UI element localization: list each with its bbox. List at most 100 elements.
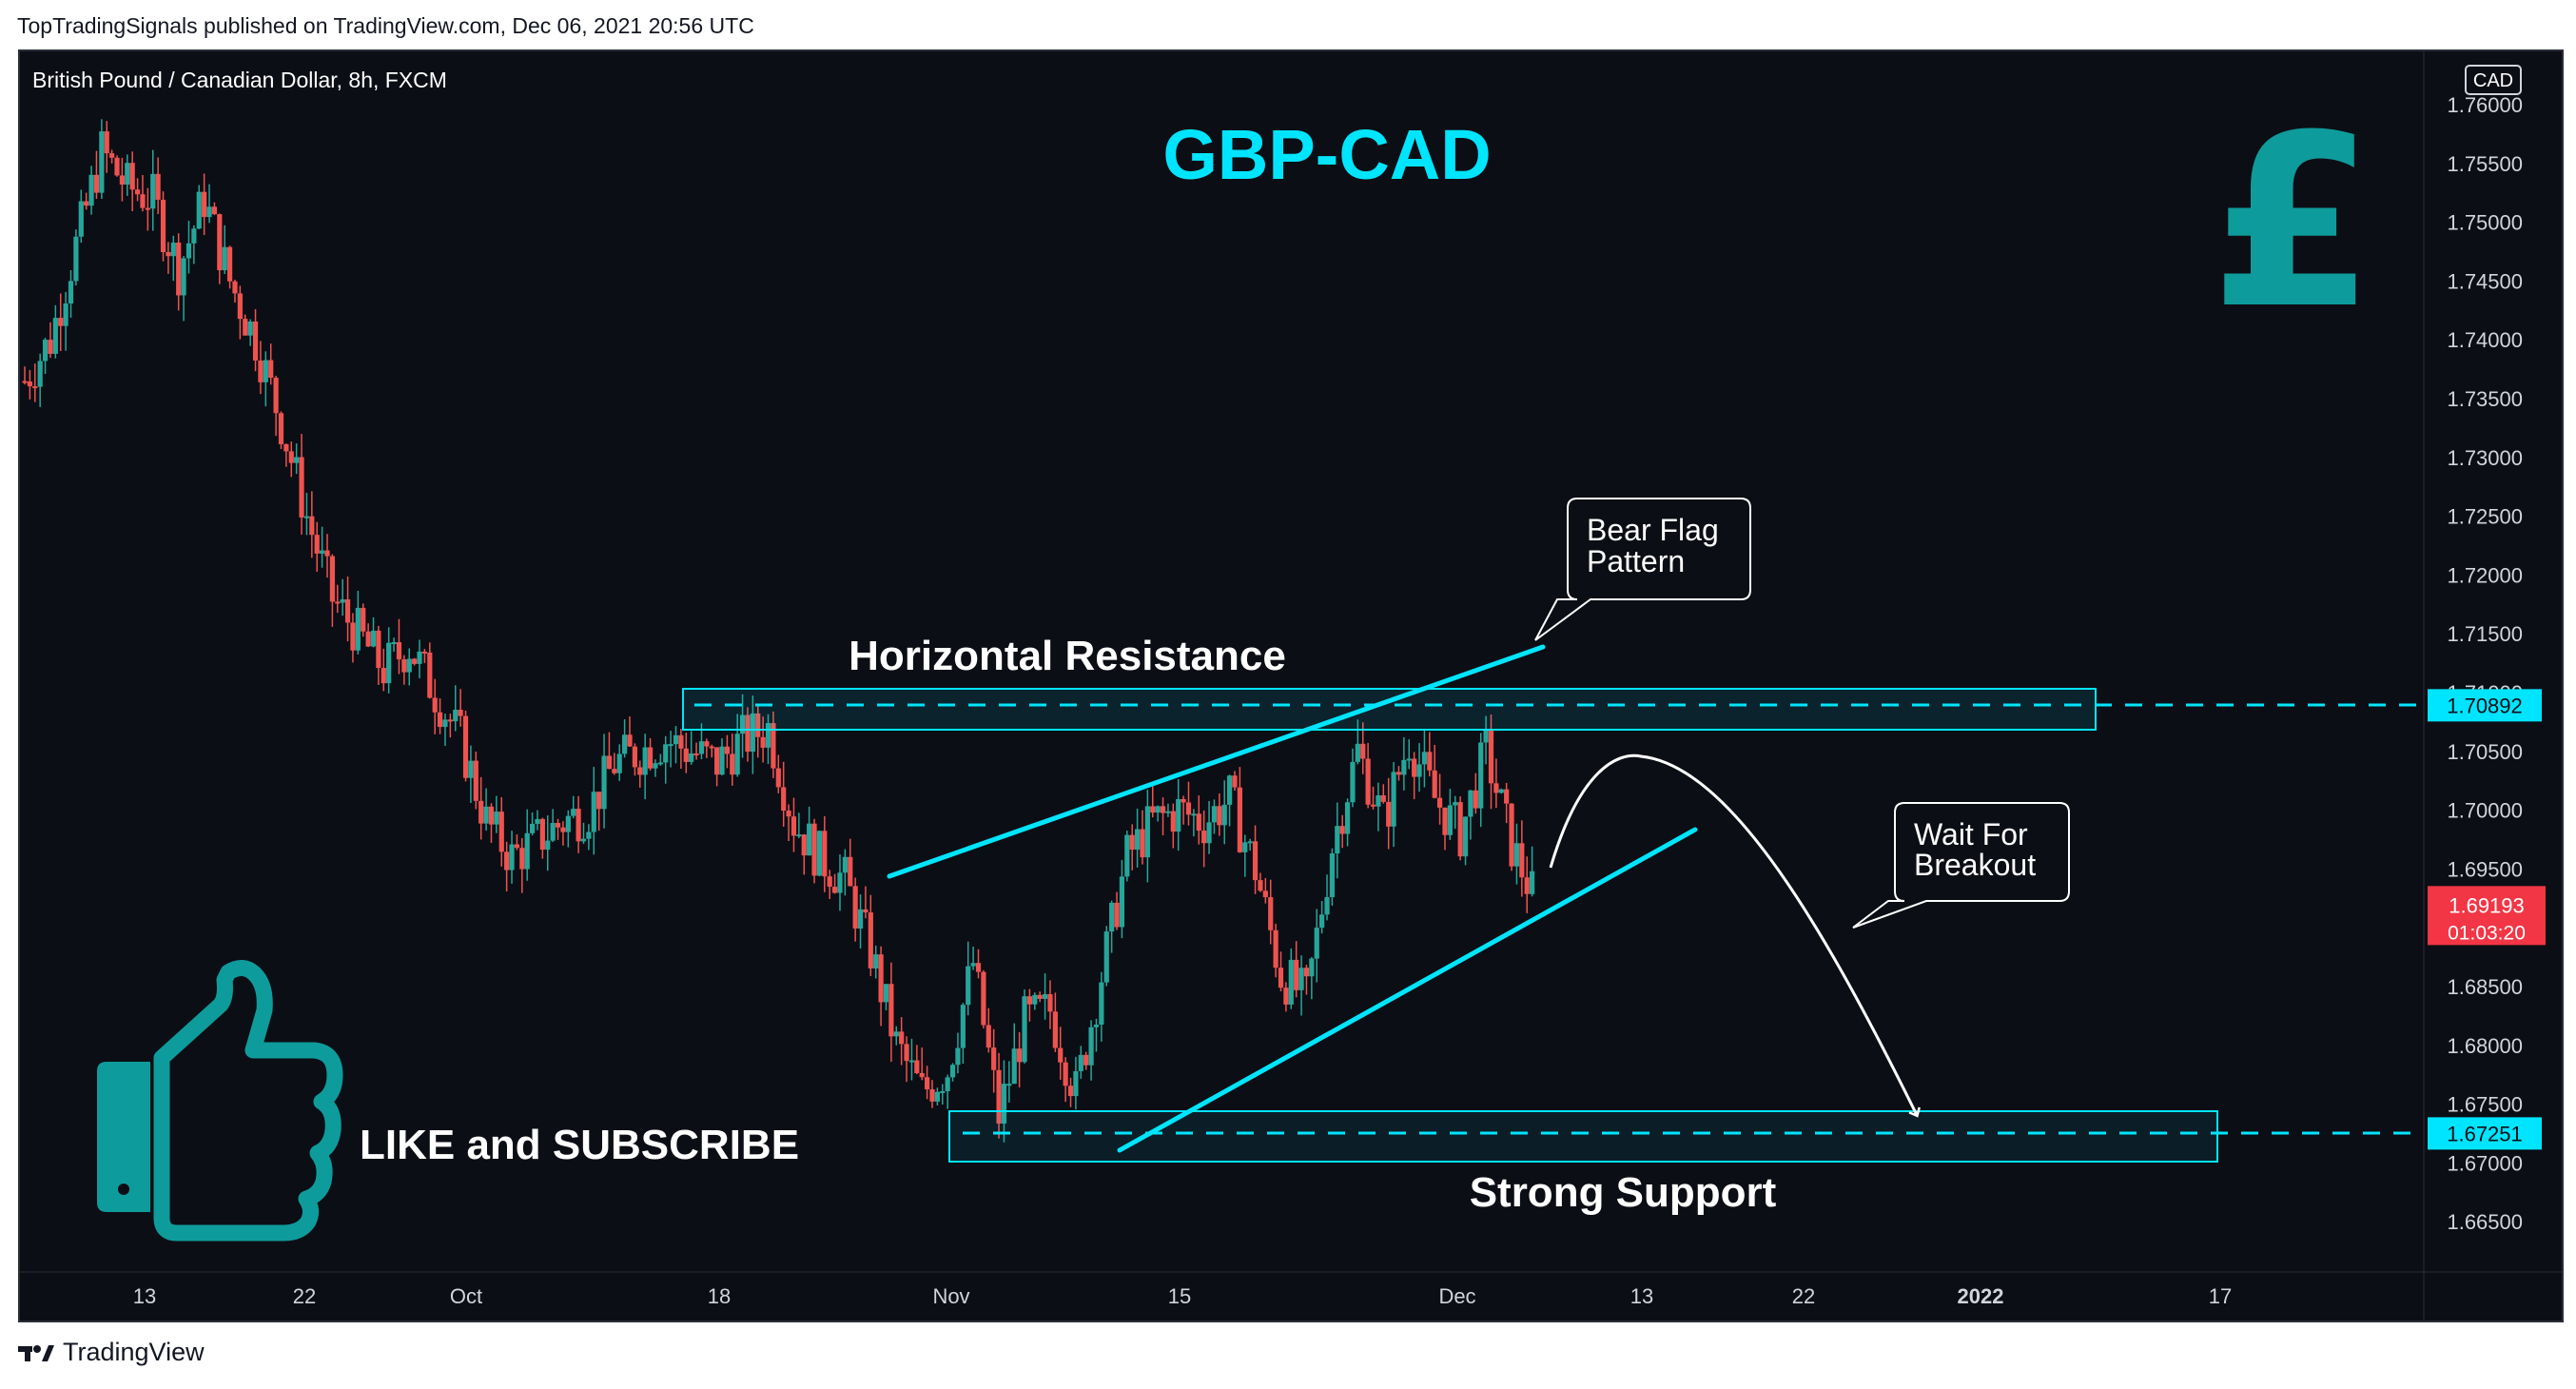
- y-tick-label: 1.73500: [2447, 387, 2523, 411]
- candle-up: [816, 831, 823, 876]
- candle-down: [714, 747, 720, 775]
- candle-up: [657, 762, 663, 765]
- candle-down: [1380, 794, 1386, 802]
- candle-down: [904, 1044, 909, 1062]
- candle-down: [1083, 1054, 1089, 1066]
- candle-down: [771, 723, 776, 769]
- candle-up: [247, 321, 253, 336]
- candle-up: [642, 747, 648, 775]
- candle-down: [576, 809, 581, 842]
- candle-up: [1462, 816, 1469, 857]
- candle-up: [949, 1065, 956, 1078]
- candle-down: [678, 734, 684, 749]
- candle-up: [150, 173, 156, 209]
- currency-badge[interactable]: [2465, 65, 2522, 95]
- candle-down: [775, 768, 781, 788]
- candle-down: [1488, 730, 1494, 784]
- y-tick-label: 1.72500: [2447, 505, 2523, 529]
- chart-title: GBP-CAD: [1162, 115, 1491, 194]
- resistance-label: Horizontal Resistance: [849, 633, 1286, 679]
- chart-pane[interactable]: [18, 49, 2564, 1322]
- candle-down: [868, 912, 873, 968]
- candle-up: [88, 174, 94, 206]
- x-tick-label: 15: [1168, 1284, 1191, 1308]
- candle-down: [637, 767, 643, 775]
- candle-up: [1073, 1070, 1079, 1097]
- candle-down: [1252, 841, 1259, 881]
- candle-down: [478, 800, 484, 824]
- candle-down: [412, 658, 418, 664]
- candle-up: [78, 201, 84, 237]
- candle-down: [693, 753, 699, 755]
- candle-down: [498, 812, 504, 852]
- candle-up: [535, 818, 540, 824]
- x-tick-label: 17: [2209, 1284, 2232, 1308]
- candle-down: [237, 293, 243, 320]
- candle-down: [365, 631, 371, 647]
- candle-down: [647, 747, 654, 769]
- candle-up: [842, 856, 848, 873]
- candle-down: [1196, 813, 1201, 831]
- y-tick-label: 1.76000: [2447, 93, 2523, 117]
- candle-down: [432, 697, 438, 713]
- y-tick-label: 1.68000: [2447, 1034, 2523, 1058]
- candle-up: [1401, 759, 1407, 775]
- candle-up: [663, 744, 669, 763]
- x-tick-label: 22: [1792, 1284, 1815, 1308]
- candle-down: [1201, 831, 1207, 844]
- candle-down: [309, 516, 315, 536]
- candle-down: [361, 607, 366, 632]
- candle-down: [1519, 843, 1525, 878]
- candle-down: [1395, 772, 1402, 775]
- candle-up: [37, 361, 43, 387]
- candle-up: [807, 823, 812, 856]
- candle-up: [1406, 758, 1412, 761]
- candle-down: [683, 748, 689, 762]
- y-tick-label: 1.68500: [2447, 975, 2523, 999]
- candle-down: [437, 712, 443, 728]
- candle-down: [176, 243, 182, 296]
- candle-down: [539, 818, 545, 851]
- candle-down: [278, 413, 284, 444]
- tradingview-brand[interactable]: TradingView: [17, 1338, 205, 1367]
- candle-down: [596, 792, 602, 810]
- y-tick-label: 1.74000: [2447, 328, 2523, 352]
- candle-down: [84, 201, 89, 206]
- thumbs-up-icon: [97, 960, 343, 1242]
- candle-down: [109, 153, 115, 158]
- candle-up: [1176, 798, 1181, 832]
- candle-down: [1026, 996, 1033, 1005]
- candle-down: [914, 1060, 920, 1073]
- candle-down: [1058, 1047, 1064, 1063]
- candle-up: [524, 832, 530, 870]
- candle-down: [232, 281, 238, 294]
- candle-up: [68, 281, 74, 303]
- candle-up: [1288, 959, 1294, 1005]
- candle-up: [893, 1031, 899, 1037]
- candle-down: [1262, 890, 1268, 898]
- candle-down: [1217, 806, 1222, 826]
- candle-up: [668, 744, 673, 747]
- candle-down: [1339, 826, 1345, 834]
- candle-up: [483, 806, 489, 824]
- candle-up: [796, 834, 802, 837]
- candle-down: [1432, 770, 1437, 798]
- candle-up: [1242, 842, 1248, 852]
- candle-up: [857, 909, 864, 929]
- candle-down: [288, 451, 294, 463]
- candle-down: [1412, 758, 1417, 777]
- candle-down: [140, 194, 146, 208]
- candle-down: [58, 318, 64, 326]
- candle-up: [99, 131, 105, 193]
- time-scale[interactable]: 13 22 Oct 18 Nov 15 Dec 13 22 2022 17: [133, 1284, 2232, 1308]
- candle-up: [1483, 730, 1489, 743]
- candle-down: [202, 191, 207, 218]
- candle-up: [673, 734, 679, 745]
- candle-down: [258, 360, 263, 382]
- countdown-text: 01:03:20: [2448, 922, 2526, 944]
- candle-down: [1258, 880, 1263, 891]
- candle-down: [396, 642, 402, 660]
- candle-up: [1099, 982, 1104, 1025]
- y-tick-label: 1.75000: [2447, 211, 2523, 235]
